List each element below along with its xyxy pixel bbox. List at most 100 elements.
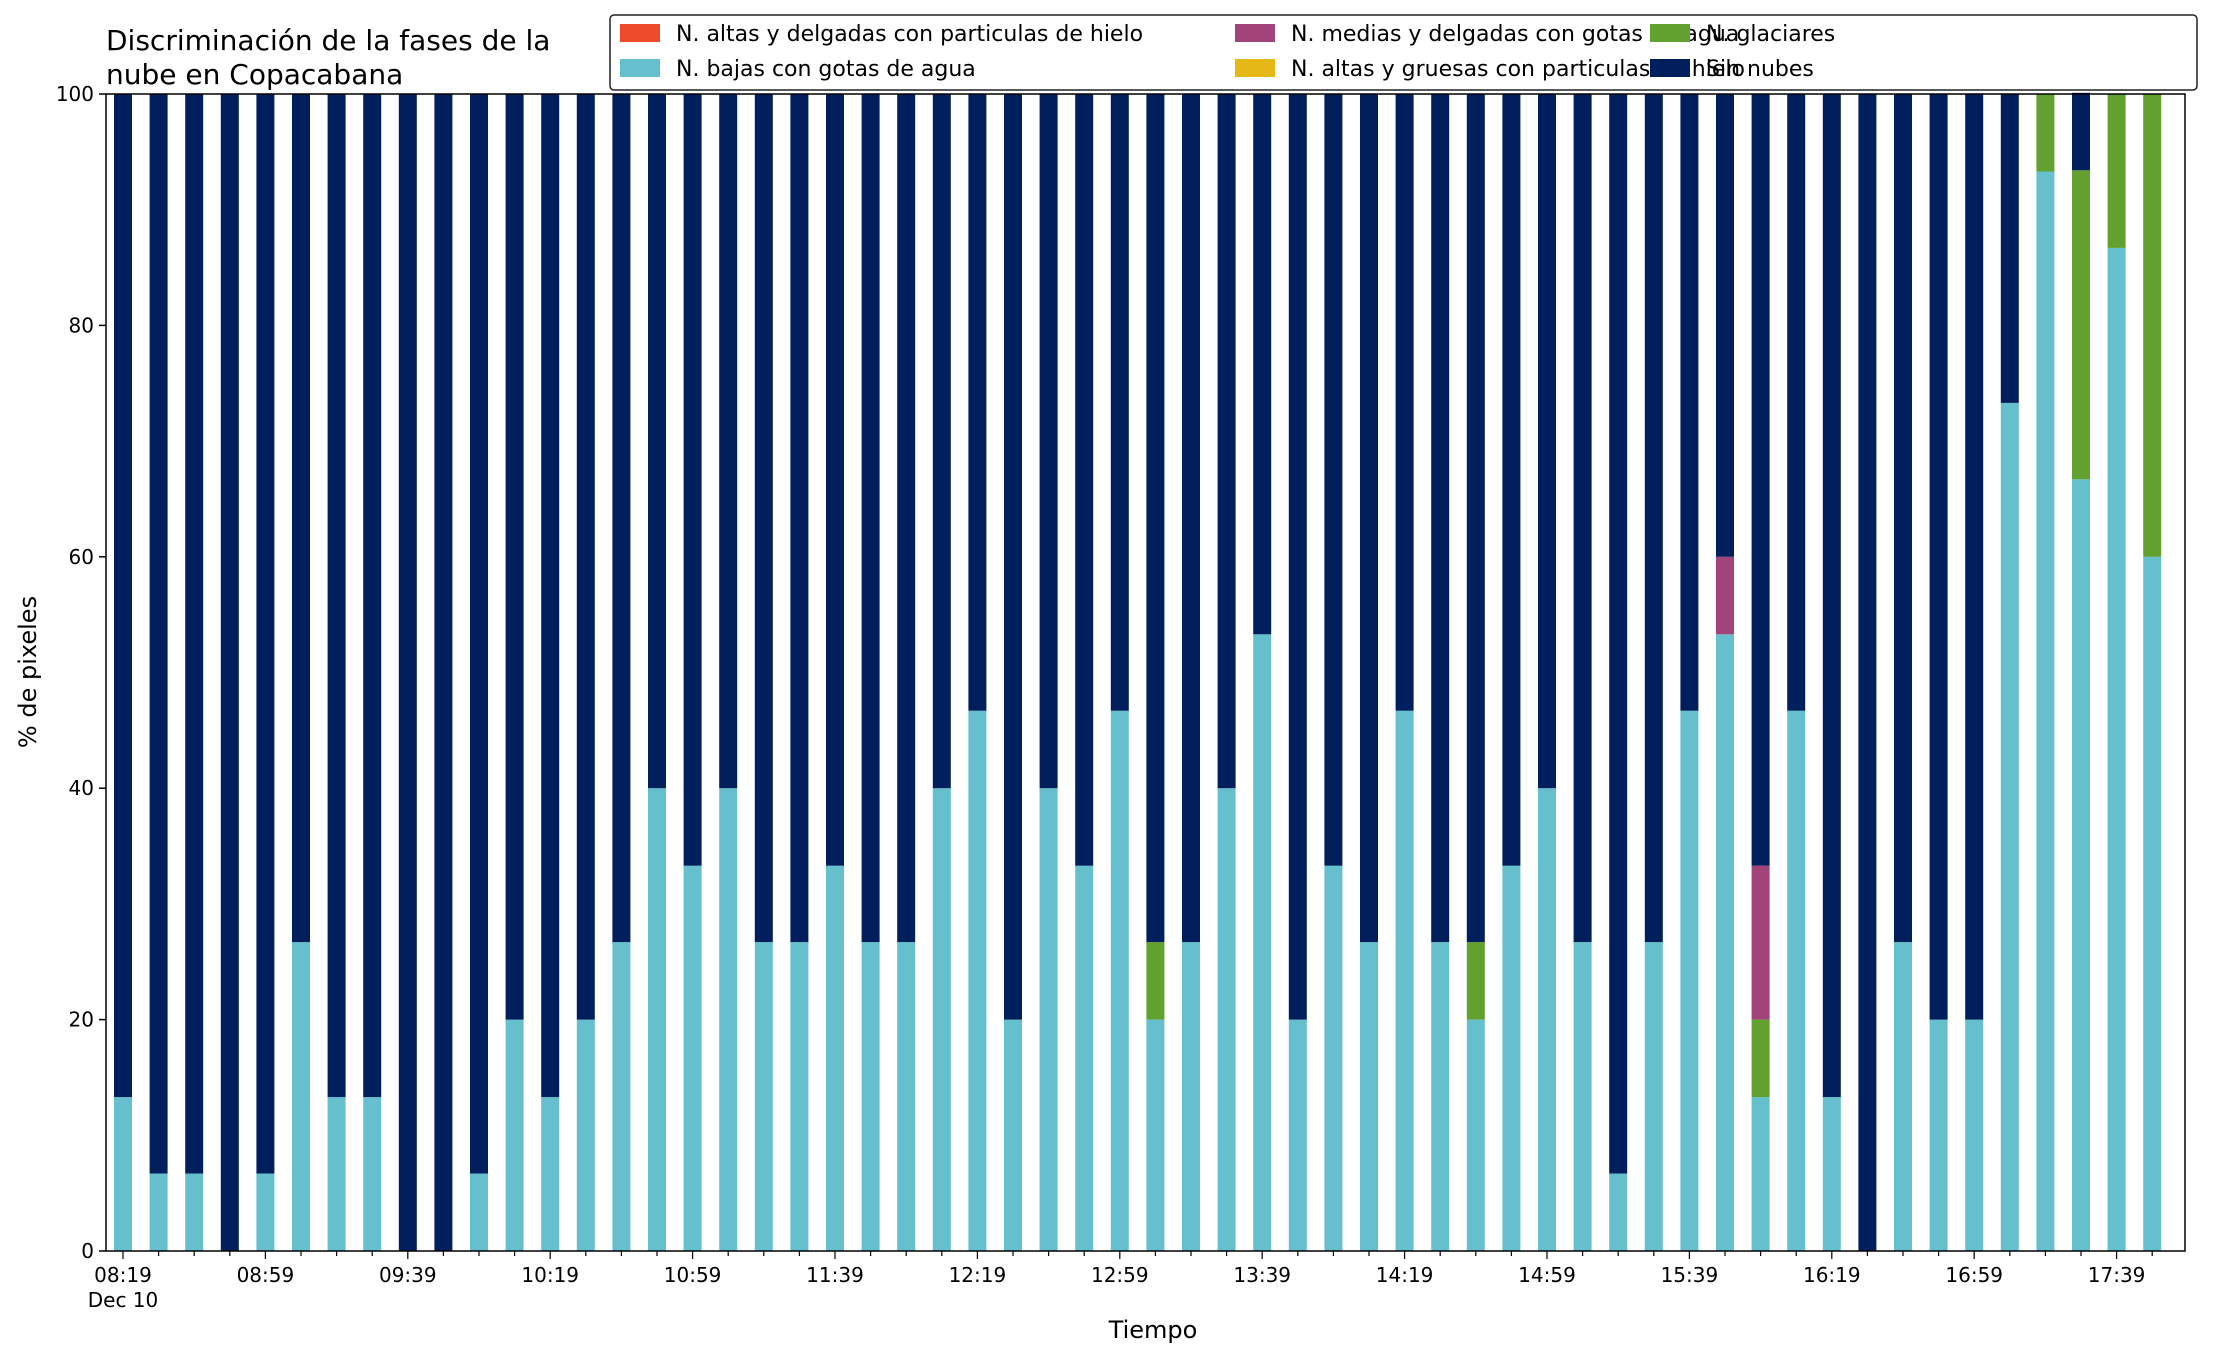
bar-segment-2-36 bbox=[1395, 710, 1414, 1251]
bar-segment-2-13 bbox=[576, 1019, 595, 1251]
bar-segment-5-52 bbox=[1965, 94, 1984, 1020]
bar-segment-5-47 bbox=[1787, 94, 1806, 711]
x-tick-label: 15:39 bbox=[1661, 1263, 1719, 1287]
bar-segment-5-11 bbox=[505, 94, 524, 1020]
bar-segment-2-52 bbox=[1965, 1019, 1984, 1251]
bar-segment-5-55 bbox=[2072, 92, 2090, 171]
bar-segment-5-18 bbox=[754, 94, 773, 943]
bar-segment-2-44 bbox=[1680, 710, 1699, 1251]
bar-segment-2-48 bbox=[1822, 1097, 1841, 1251]
x-tick-label: 14:59 bbox=[1518, 1263, 1576, 1287]
bar-segment-2-30 bbox=[1182, 942, 1200, 1251]
bar-segment-2-34 bbox=[1324, 865, 1343, 1251]
bar-segment-5-19 bbox=[790, 94, 809, 943]
y-tick-label: 0 bbox=[81, 1239, 94, 1263]
bar-segment-5-39 bbox=[1502, 94, 1521, 866]
y-tick-label: 80 bbox=[69, 313, 94, 337]
bar-segment-5-16 bbox=[683, 94, 702, 866]
x-tick-label: 14:19 bbox=[1376, 1263, 1434, 1287]
x-tick-label: 08:59 bbox=[237, 1263, 295, 1287]
bar-segment-2-39 bbox=[1502, 865, 1521, 1251]
bar-segment-5-32 bbox=[1253, 94, 1272, 635]
y-tick-label: 20 bbox=[69, 1008, 94, 1032]
bar-segment-5-26 bbox=[1039, 94, 1058, 789]
x-tick-label: 10:19 bbox=[521, 1263, 579, 1287]
bar-segment-5-44 bbox=[1680, 94, 1699, 711]
bar-segment-5-31 bbox=[1217, 94, 1236, 789]
plot-frame bbox=[105, 93, 2186, 1252]
bar-segment-5-5 bbox=[292, 94, 310, 943]
y-axis-label: % de pixeles bbox=[14, 596, 42, 748]
bar-segment-2-21 bbox=[861, 942, 880, 1251]
legend-swatch-4 bbox=[1235, 24, 1275, 42]
bar-segment-2-5 bbox=[292, 942, 310, 1251]
bar-segment-5-37 bbox=[1431, 94, 1450, 943]
bar-segment-2-31 bbox=[1217, 788, 1236, 1251]
bar-segment-5-0 bbox=[114, 94, 132, 1098]
bar-segment-2-24 bbox=[968, 710, 987, 1251]
bar-segment-2-32 bbox=[1253, 634, 1272, 1251]
bar-segment-5-49 bbox=[1858, 94, 1877, 1251]
bar-segment-5-9 bbox=[434, 94, 453, 1251]
legend-swatch-5 bbox=[1650, 59, 1690, 77]
x-tick-sublabel: Dec 10 bbox=[88, 1288, 159, 1312]
bar-segment-3-29 bbox=[1146, 942, 1165, 1020]
bar-segment-5-53 bbox=[2000, 94, 2019, 403]
bar-segment-2-1 bbox=[149, 1173, 168, 1251]
y-tick-label: 40 bbox=[69, 776, 94, 800]
bar-segment-3-54 bbox=[2036, 94, 2055, 172]
bar-segment-2-47 bbox=[1787, 710, 1806, 1251]
bar-segment-5-3 bbox=[220, 94, 239, 1251]
bar-segment-2-0 bbox=[114, 1097, 132, 1251]
bar-segment-5-38 bbox=[1466, 94, 1485, 943]
x-tick-label: 09:39 bbox=[379, 1263, 437, 1287]
bar-segment-5-41 bbox=[1573, 94, 1592, 943]
bar-segment-3-56 bbox=[2107, 94, 2126, 248]
bar-segment-5-33 bbox=[1288, 94, 1307, 1020]
bar-segment-5-12 bbox=[541, 94, 560, 1098]
bar-segment-5-22 bbox=[897, 94, 916, 943]
bar-segment-5-7 bbox=[363, 94, 382, 1098]
chart-title-line1: Discriminación de la fases de la bbox=[106, 24, 550, 57]
bar-segment-2-14 bbox=[612, 942, 631, 1251]
bar-segment-2-15 bbox=[648, 788, 666, 1251]
bar-segment-5-35 bbox=[1360, 94, 1378, 943]
x-tick-label: 13:39 bbox=[1233, 1263, 1291, 1287]
bar-segment-5-20 bbox=[826, 94, 844, 866]
bar-segment-2-50 bbox=[1894, 942, 1912, 1251]
bar-segment-5-2 bbox=[185, 94, 204, 1174]
bar-segment-2-38 bbox=[1466, 1019, 1485, 1251]
legend-label-3: N. glaciares bbox=[1706, 22, 1835, 47]
bar-segment-5-15 bbox=[648, 94, 666, 789]
bar-segment-2-18 bbox=[754, 942, 773, 1251]
bar-segment-2-25 bbox=[1004, 1019, 1022, 1251]
bar-segment-2-33 bbox=[1288, 1019, 1307, 1251]
bar-segment-5-14 bbox=[612, 94, 631, 943]
bar-segment-2-23 bbox=[932, 788, 951, 1251]
bar-segment-5-42 bbox=[1609, 94, 1628, 1174]
bar-segment-5-36 bbox=[1395, 94, 1414, 711]
bar-segment-2-11 bbox=[505, 1019, 524, 1251]
bar-segment-5-40 bbox=[1538, 94, 1556, 789]
bar-segment-2-57 bbox=[2143, 556, 2162, 1251]
bar-segment-5-24 bbox=[968, 94, 987, 711]
x-tick-label: 16:59 bbox=[1945, 1263, 2003, 1287]
bar-segment-2-17 bbox=[719, 788, 738, 1251]
bar-segment-2-45 bbox=[1716, 634, 1734, 1251]
legend-frame bbox=[609, 14, 2198, 91]
bar-segment-3-55 bbox=[2072, 170, 2090, 480]
bar-segment-5-13 bbox=[576, 94, 595, 1020]
legend-swatch-0 bbox=[620, 24, 660, 42]
bar-segment-5-1 bbox=[149, 94, 168, 1174]
bar-segment-4-46 bbox=[1751, 865, 1770, 1020]
bar-segment-2-43 bbox=[1644, 942, 1663, 1251]
x-tick-label: 11:39 bbox=[806, 1263, 864, 1287]
x-axis-label: Tiempo bbox=[1108, 1316, 1198, 1344]
legend-swatch-1 bbox=[1235, 59, 1275, 77]
y-tick-label: 100 bbox=[56, 82, 94, 106]
bar-segment-5-51 bbox=[1929, 94, 1948, 1020]
bar-segment-2-16 bbox=[683, 865, 702, 1251]
bar-segment-2-56 bbox=[2107, 247, 2126, 1251]
legend-label-5: Sin nubes bbox=[1706, 57, 1814, 82]
bar-segment-2-19 bbox=[790, 942, 809, 1251]
